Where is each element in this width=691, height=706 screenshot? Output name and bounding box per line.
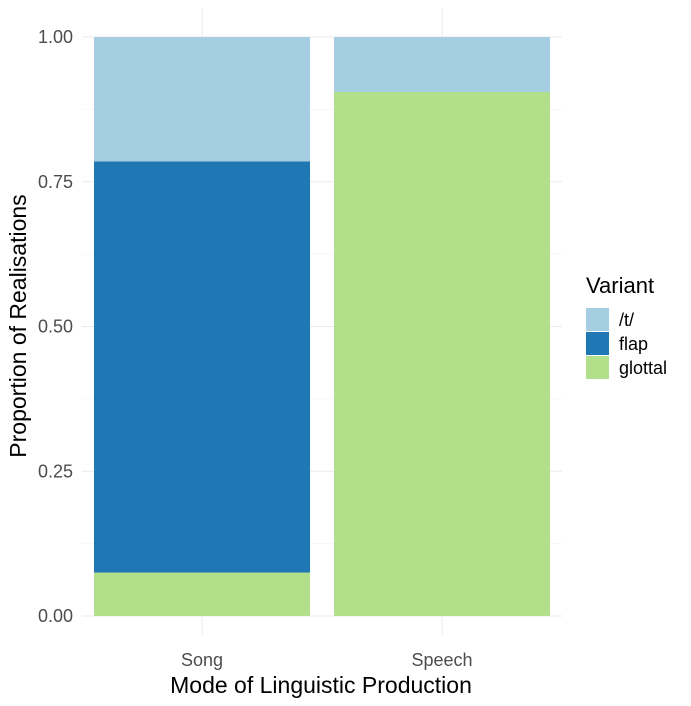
bars [94,37,550,616]
legend-swatch [586,308,609,331]
y-tick-labels: 0.00 0.25 0.50 0.75 1.00 [38,27,73,626]
bar-song-flap [94,161,310,573]
y-tick-label: 0.00 [38,606,73,626]
x-tick-label: Speech [411,650,472,670]
bar-speech-glottal [334,92,550,616]
legend-label: /t/ [619,310,634,330]
x-tick-labels: Song Speech [181,650,473,670]
y-tick-label: 0.50 [38,317,73,337]
bar-song-t [94,37,310,162]
legend-label: flap [619,334,648,354]
legend-title: Variant [586,273,654,298]
legend: Variant /t/flap glottal [586,273,667,379]
bar-speech-t [334,37,550,93]
x-tick-label: Song [181,650,223,670]
y-tick-label: 0.75 [38,172,73,192]
bar-song-glottal [94,572,310,616]
y-tick-label: 1.00 [38,27,73,47]
y-axis-title: Proportion of Realisations [5,194,31,457]
legend-swatch [586,332,609,355]
y-tick-label: 0.25 [38,461,73,481]
legend-swatch [586,356,609,379]
legend-label: glottal [619,358,667,378]
x-axis-title: Mode of Linguistic Production [170,672,472,698]
